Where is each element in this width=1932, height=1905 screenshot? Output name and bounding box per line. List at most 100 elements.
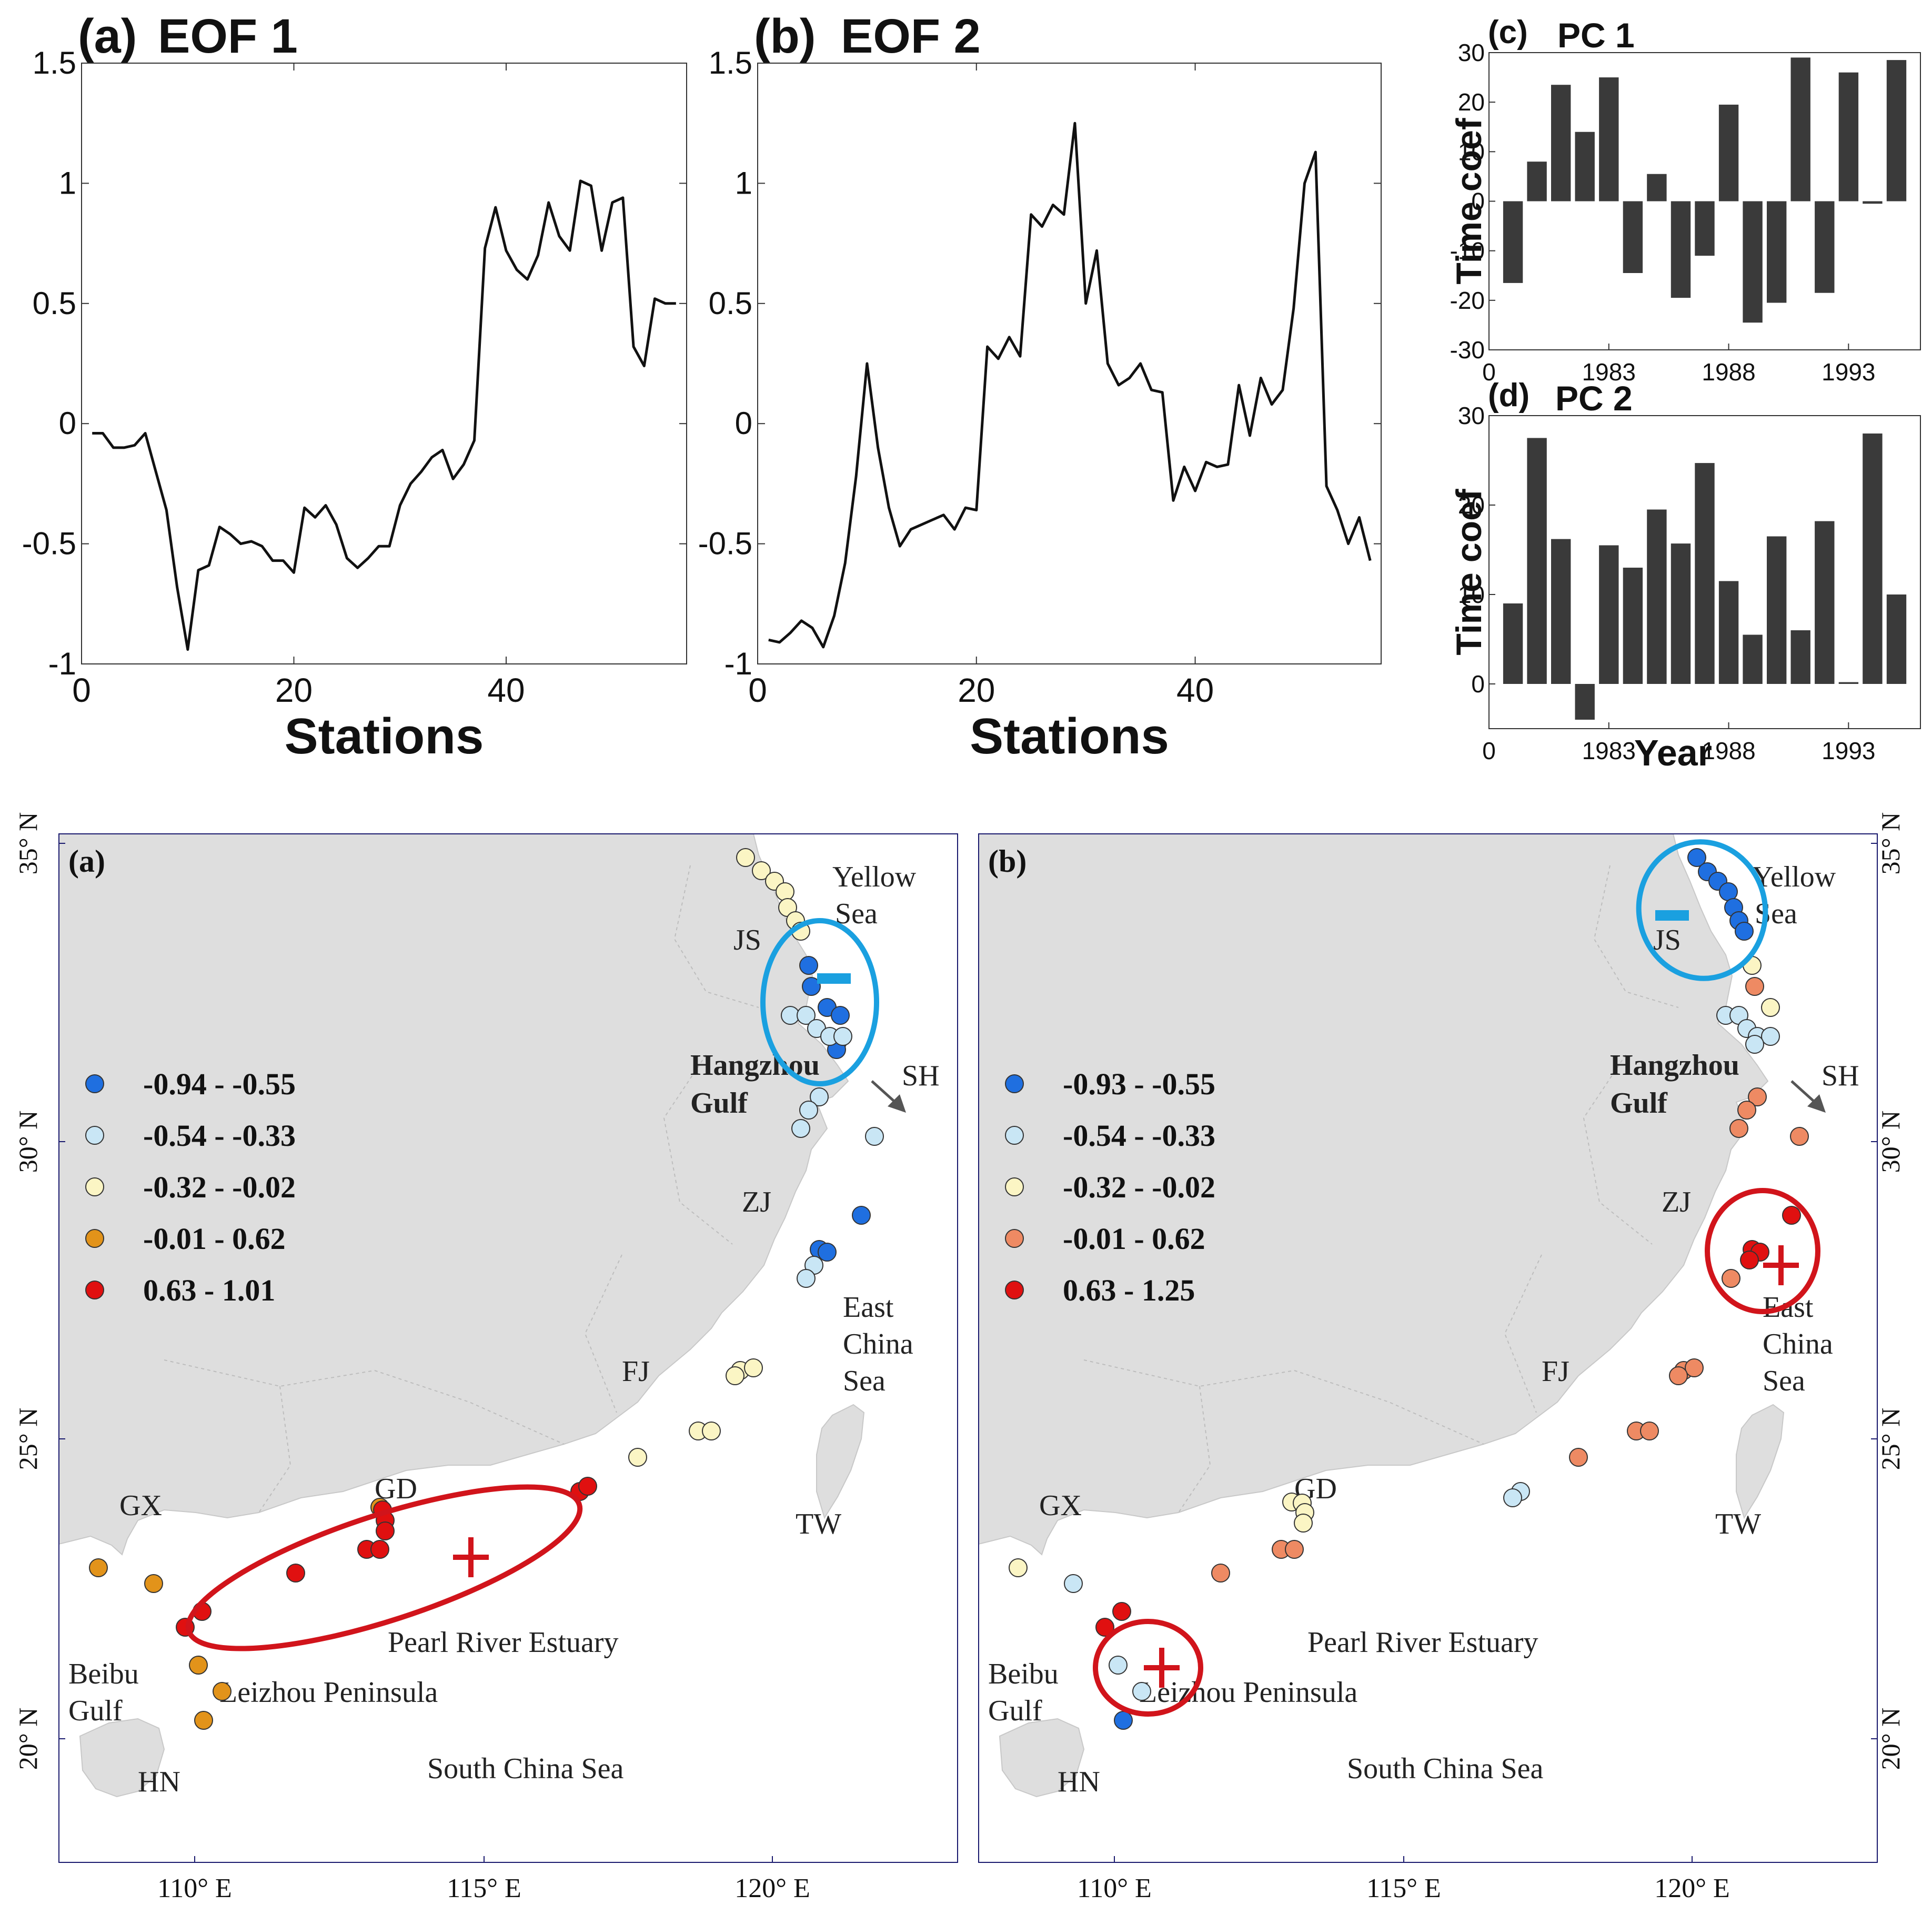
- station-marker: [1109, 1656, 1128, 1675]
- panel-label: (a): [78, 9, 137, 63]
- place-label: Leizhou Peninsula: [219, 1676, 438, 1709]
- legend-marker: [1005, 1229, 1024, 1248]
- station-marker: [1761, 998, 1780, 1017]
- station-marker: [1132, 1682, 1151, 1701]
- legend-marker: [85, 1074, 104, 1093]
- place-label: SH: [902, 1060, 940, 1092]
- map-a: 110° E 115° E 120° E 20° N 25° N 30° N 35° N Ye…: [13, 812, 958, 1903]
- pc2-panel: 0 10 20 30 0 1983 1988 1993 (d) PC 2 Time coef Year: [1449, 377, 1921, 773]
- y-tick-label: 0.5: [33, 286, 76, 321]
- eof-line: [92, 179, 676, 651]
- legend-label: -0.94 - -0.55: [143, 1067, 296, 1101]
- place-label: South China Sea: [427, 1752, 623, 1785]
- station-marker: [1114, 1711, 1133, 1730]
- bar: [1599, 545, 1619, 684]
- bar: [1503, 201, 1523, 283]
- x-axis-label: Year: [1634, 732, 1712, 773]
- station-marker: [776, 882, 794, 901]
- place-label: FJ: [1542, 1355, 1569, 1388]
- positive-sign-v: [1159, 1648, 1164, 1688]
- legend-marker: [85, 1177, 104, 1196]
- lat-tick-label: 30° N: [1876, 1111, 1905, 1173]
- x-tick-label: 0: [72, 671, 91, 709]
- lat-tick-label: 20° N: [13, 1708, 43, 1770]
- y-tick-label: 0.5: [709, 286, 752, 321]
- y-tick-label: 30: [1458, 402, 1485, 429]
- bar: [1647, 174, 1667, 201]
- x-tick-label: 20: [958, 671, 995, 709]
- station-marker: [1687, 848, 1706, 867]
- station-marker: [818, 1243, 837, 1262]
- station-marker: [810, 1087, 829, 1106]
- station-marker: [1211, 1564, 1230, 1583]
- x-axis-label: Stations: [285, 708, 484, 764]
- station-marker: [799, 1101, 818, 1120]
- station-marker: [1745, 1035, 1764, 1054]
- bar: [1527, 438, 1547, 684]
- y-tick-label: 10: [1458, 138, 1485, 165]
- bar: [1503, 603, 1523, 684]
- station-marker: [802, 977, 821, 996]
- station-marker: [1503, 1488, 1522, 1507]
- panel-title: PC 2: [1555, 379, 1633, 418]
- panel-title: EOF 1: [158, 9, 298, 63]
- positive-sign-v: [1778, 1245, 1784, 1285]
- station-marker: [865, 1127, 884, 1146]
- station-marker: [1095, 1618, 1114, 1637]
- x-tick-label: 1988: [1702, 358, 1755, 386]
- x-tick-label: 1983: [1582, 737, 1636, 764]
- y-tick-label: 1: [735, 165, 752, 200]
- place-label: SH: [1822, 1060, 1859, 1092]
- bar: [1575, 684, 1595, 720]
- y-tick-label: -1: [724, 646, 752, 681]
- panel-label: (d): [1488, 377, 1530, 414]
- station-marker: [1737, 1101, 1756, 1120]
- station-marker: [286, 1564, 305, 1583]
- station-marker: [852, 1206, 871, 1225]
- region-ellipse: [1705, 1188, 1820, 1314]
- lon-tick-label: 110° E: [1077, 1873, 1152, 1903]
- station-marker: [1761, 1027, 1780, 1046]
- bar: [1718, 104, 1739, 201]
- legend-marker: [1005, 1074, 1024, 1093]
- province-border: [1083, 1359, 1484, 1445]
- station-marker: [833, 1027, 852, 1046]
- legend-marker: [1005, 1281, 1024, 1299]
- station-marker: [194, 1711, 213, 1730]
- x-tick-label: 0: [1482, 358, 1496, 386]
- lon-tick-label: 110° E: [157, 1873, 232, 1903]
- station-marker: [736, 848, 755, 867]
- bar: [1886, 594, 1907, 684]
- map-frame: [58, 833, 958, 1863]
- bar: [1575, 132, 1595, 201]
- bar: [1838, 682, 1859, 684]
- station-marker: [1782, 1206, 1801, 1225]
- station-marker: [797, 1006, 816, 1025]
- pc1-panel: -30 -20 -10 0 10 20 30 0 1983 1988 1993 (c) PC 1 Time…: [1449, 14, 1921, 386]
- maps: 110° E 115° E 120° E 20° N 25° N 30° N 35° N Ye…: [13, 812, 1905, 1903]
- lat-tick-label: 30° N: [13, 1111, 43, 1173]
- bar: [1767, 536, 1787, 684]
- bar: [1623, 568, 1643, 684]
- station-marker: [781, 1006, 800, 1025]
- gulf-arrow-head: [888, 1094, 906, 1113]
- panel-title: PC 1: [1557, 16, 1635, 55]
- place-label: Beibu: [988, 1658, 1059, 1690]
- y-axis-label: Time coef: [1449, 489, 1489, 656]
- lon-tick-label: 120° E: [734, 1873, 810, 1903]
- legend-label: 0.63 - 1.01: [143, 1273, 275, 1307]
- station-marker: [702, 1422, 721, 1440]
- station-marker: [578, 1477, 597, 1496]
- place-label: Pearl River Estuary: [388, 1626, 619, 1659]
- bar: [1815, 521, 1835, 684]
- bar: [1815, 201, 1835, 293]
- place-label: Beibu: [68, 1658, 139, 1690]
- station-marker: [370, 1540, 389, 1559]
- station-marker: [1569, 1448, 1588, 1467]
- station-marker: [189, 1656, 208, 1675]
- y-axis-label: Time coef: [1449, 118, 1489, 285]
- y-tick-label: -0.5: [22, 526, 76, 561]
- station-marker: [1740, 1251, 1759, 1269]
- bar: [1551, 539, 1571, 684]
- place-label: GX: [1039, 1489, 1082, 1522]
